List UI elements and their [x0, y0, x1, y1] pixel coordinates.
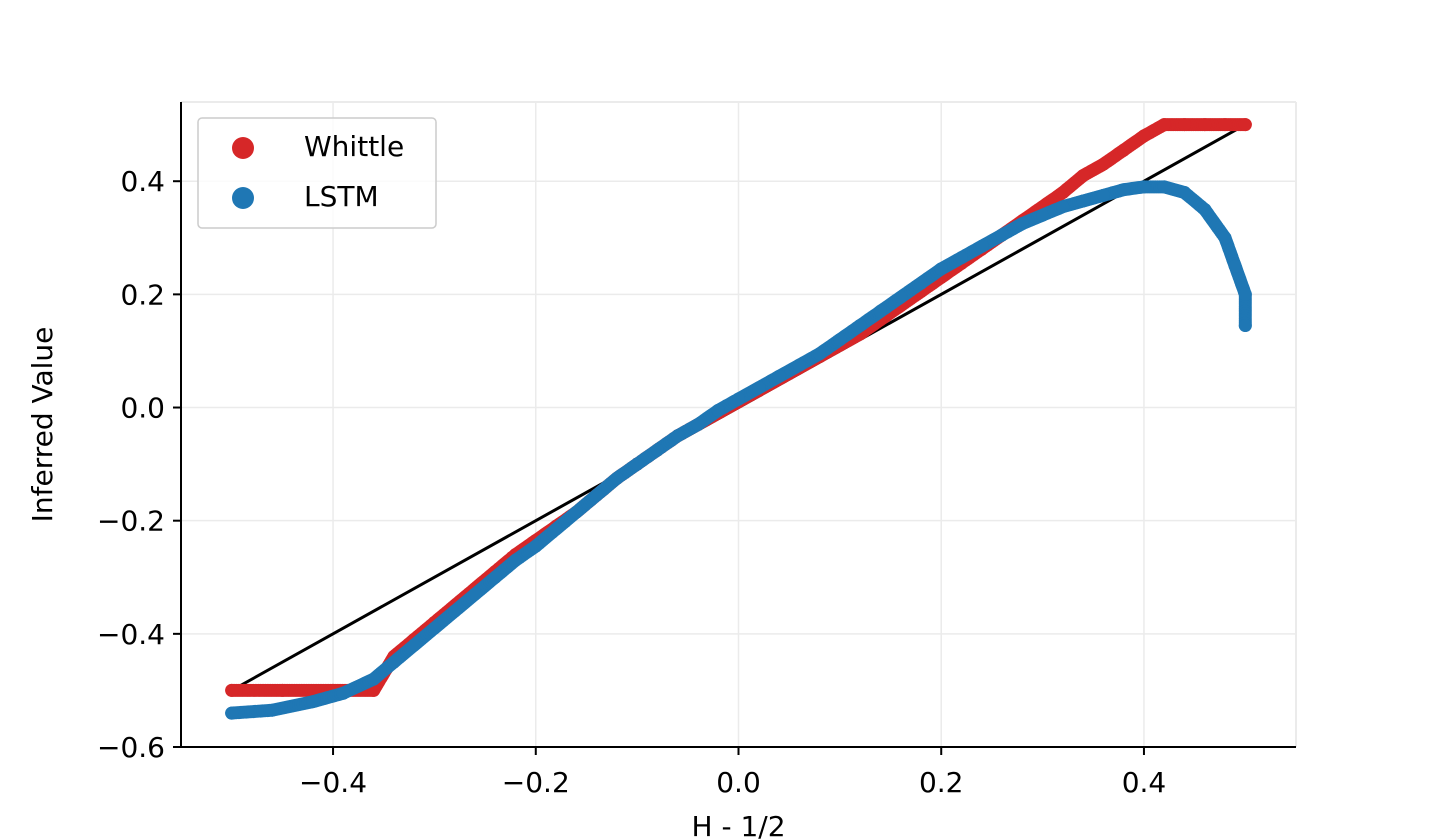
data-point-lstm-4 — [367, 672, 381, 686]
grid-lines — [181, 102, 1296, 748]
data-point-lstm-10 — [488, 570, 502, 584]
data-point-lstm-23 — [752, 381, 766, 395]
data-point-lstm-1 — [265, 703, 279, 717]
data-point-lstm-48 — [1238, 287, 1252, 301]
y-tick-label-0: −0.6 — [97, 731, 165, 764]
data-point-lstm-5 — [387, 655, 401, 669]
data-point-lstm-15 — [590, 488, 604, 502]
data-point-lstm-47 — [1228, 259, 1242, 273]
data-point-lstm-27 — [833, 333, 847, 347]
legend-box — [197, 117, 437, 229]
legend-label-lstm: LSTM — [304, 180, 379, 213]
y-tick-label-3: 0.0 — [120, 392, 165, 425]
data-point-whittle-1 — [275, 683, 289, 697]
data-point-lstm-17 — [630, 457, 644, 471]
ticks-group: −0.4 −0.2 0.0 0.2 0.4 −0.6 −0.4 −0.2 0.0 0.2 0.4 — [97, 165, 1166, 799]
y-tick-label-2: −0.2 — [97, 505, 165, 538]
data-point-lstm-36 — [1015, 217, 1029, 231]
data-point-lstm-26 — [813, 347, 827, 361]
data-point-lstm-9 — [468, 587, 482, 601]
data-point-lstm-38 — [1056, 200, 1070, 214]
data-point-whittle-43 — [1157, 118, 1171, 132]
data-point-lstm-12 — [529, 539, 543, 553]
data-point-whittle-40 — [1096, 157, 1110, 171]
data-point-lstm-24 — [772, 369, 786, 383]
data-point-lstm-20 — [691, 418, 705, 431]
series-lstm — [225, 180, 1252, 720]
x-axis-label: H - 1/2 — [691, 810, 785, 840]
y-tick-label-5: 0.4 — [120, 165, 165, 198]
series-group — [225, 118, 1252, 720]
x-tick-label-2: 0.0 — [716, 766, 761, 799]
x-tick-label-0: −0.4 — [299, 766, 367, 799]
data-point-lstm-3 — [336, 686, 350, 700]
x-tick-label-1: −0.2 — [502, 766, 570, 799]
y-tick-label-4: 0.2 — [120, 278, 165, 311]
data-point-whittle-41 — [1117, 143, 1131, 157]
data-point-lstm-40 — [1096, 188, 1110, 202]
data-point-whittle-47 — [1238, 118, 1252, 132]
legend-marker-whittle — [232, 137, 254, 159]
data-point-lstm-33 — [955, 251, 968, 265]
data-point-lstm-7 — [427, 621, 441, 635]
data-point-lstm-44 — [1178, 186, 1191, 199]
legend-marker-lstm — [232, 187, 254, 209]
data-point-lstm-39 — [1076, 194, 1090, 208]
data-point-lstm-31 — [914, 276, 928, 290]
y-axis-label: Inferred Value — [26, 327, 59, 523]
data-point-lstm-43 — [1157, 180, 1171, 194]
data-point-whittle-38 — [1056, 186, 1070, 199]
data-point-lstm-41 — [1117, 183, 1131, 197]
data-point-whittle-46 — [1218, 118, 1232, 132]
y-tick-label-1: −0.4 — [97, 618, 165, 651]
data-point-lstm-35 — [995, 228, 1009, 242]
x-tick-label-4: 0.4 — [1122, 766, 1167, 799]
data-point-lstm-0 — [225, 706, 239, 720]
data-point-lstm-13 — [549, 522, 563, 536]
data-point-lstm-22 — [732, 392, 745, 406]
data-point-lstm-46 — [1218, 231, 1232, 245]
data-point-lstm-16 — [610, 471, 624, 485]
data-point-lstm-14 — [569, 505, 583, 519]
legend-label-whittle: Whittle — [304, 130, 404, 163]
data-point-lstm-37 — [1036, 208, 1050, 222]
data-point-lstm-42 — [1137, 180, 1151, 194]
data-point-lstm-34 — [975, 239, 989, 253]
data-point-lstm-2 — [306, 695, 320, 709]
data-point-lstm-25 — [792, 358, 806, 372]
data-point-lstm-6 — [407, 638, 421, 652]
data-point-whittle-39 — [1076, 169, 1090, 183]
data-point-lstm-32 — [934, 262, 948, 276]
data-point-lstm-21 — [711, 403, 725, 417]
data-point-lstm-29 — [873, 304, 887, 318]
data-point-whittle-0 — [225, 683, 239, 697]
legend: Whittle LSTM — [197, 117, 437, 229]
data-point-lstm-49 — [1238, 319, 1252, 332]
data-point-whittle-44 — [1178, 118, 1191, 132]
data-point-lstm-8 — [448, 604, 462, 618]
data-point-whittle-42 — [1137, 129, 1151, 143]
data-point-lstm-45 — [1198, 203, 1212, 216]
data-point-lstm-18 — [650, 443, 664, 457]
x-tick-label-3: 0.2 — [919, 766, 964, 799]
data-point-lstm-28 — [853, 319, 867, 332]
data-point-lstm-30 — [894, 290, 908, 304]
data-point-lstm-19 — [671, 429, 685, 443]
data-point-whittle-45 — [1198, 118, 1212, 132]
data-point-lstm-11 — [509, 553, 522, 567]
